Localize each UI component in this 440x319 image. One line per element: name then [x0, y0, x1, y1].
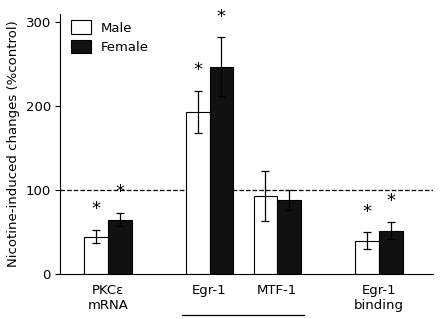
Text: *: * — [217, 8, 226, 26]
Bar — [209, 67, 233, 274]
Text: *: * — [115, 183, 124, 201]
Legend: Male, Female: Male, Female — [71, 20, 149, 54]
Bar — [108, 220, 132, 274]
Text: *: * — [193, 61, 202, 79]
Text: *: * — [386, 192, 395, 211]
Y-axis label: Nicotine-induced changes (%control): Nicotine-induced changes (%control) — [7, 21, 20, 267]
Bar — [355, 241, 379, 274]
Bar — [253, 196, 277, 274]
Bar — [186, 112, 209, 274]
Bar — [277, 200, 301, 274]
Text: *: * — [92, 200, 100, 218]
Bar — [379, 231, 403, 274]
Bar — [84, 236, 108, 274]
Text: *: * — [363, 203, 371, 220]
